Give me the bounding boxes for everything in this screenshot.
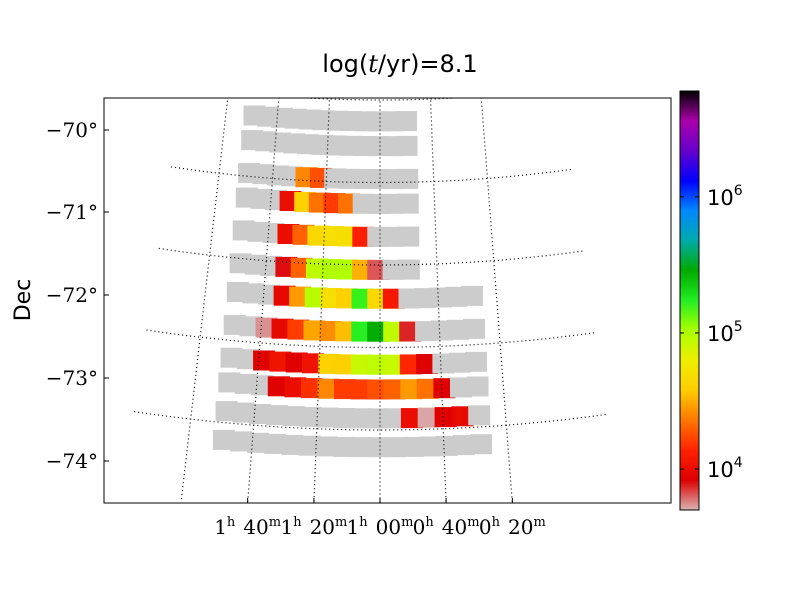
cell — [434, 407, 457, 428]
x-tick-label: 1h 20m — [280, 515, 347, 539]
cell-no-data — [316, 407, 339, 428]
cell-no-data — [395, 111, 417, 132]
cell-no-data — [298, 435, 321, 456]
chart-title: log(t/yr)=8.1 — [322, 50, 477, 78]
cell-no-data — [234, 373, 257, 394]
cell-no-data — [396, 193, 419, 214]
colorbar-tick-label: 105 — [707, 319, 743, 346]
y-tick-label: −72° — [46, 283, 98, 307]
cell — [417, 407, 440, 428]
y-tick-label: −71° — [46, 200, 98, 224]
cell-no-data — [470, 434, 492, 455]
cell-no-data — [232, 402, 255, 423]
cell-no-data — [282, 406, 305, 427]
cell-no-data — [281, 434, 304, 455]
cell-no-data — [299, 406, 322, 427]
cell-no-data — [367, 437, 390, 458]
x-tick-label: 0h 20m — [479, 515, 546, 539]
cell-no-data — [435, 435, 458, 456]
cell-no-data — [332, 436, 355, 457]
cell-no-data — [468, 405, 491, 426]
colorbar-tick-label: 106 — [707, 183, 743, 210]
cell-no-data — [397, 226, 420, 247]
cell-no-data — [264, 433, 287, 454]
plot-frame — [103, 97, 672, 504]
colorbar: 104 105 106 — [679, 90, 743, 511]
cell-no-data — [212, 429, 235, 450]
x-tick-layer: 1h 40m 1h 20m 1h 00m 0h 40m 0h 20m — [214, 498, 546, 539]
colorbar-tick-layer: 104 105 106 — [680, 183, 743, 482]
cell-no-data — [397, 259, 420, 280]
cell — [433, 378, 456, 399]
cell-no-data — [452, 435, 475, 456]
ra-grid-line — [180, 98, 229, 502]
cell-no-data — [395, 135, 418, 156]
cell-no-data — [465, 351, 487, 372]
y-tick-label: −74° — [46, 449, 98, 473]
cell — [334, 379, 356, 400]
ra-grid-line — [429, 98, 447, 503]
cell — [300, 378, 323, 399]
cell-no-data — [401, 436, 424, 457]
title-suffix: /yr)=8.1 — [378, 50, 478, 78]
colorbar-gradient — [679, 90, 700, 511]
ra-grid-line — [480, 98, 513, 503]
cell — [416, 378, 439, 399]
y-tick-layer: −70° −71° −72° −73° −74° — [46, 118, 109, 473]
dec-grid-line — [171, 166, 573, 184]
cell — [267, 376, 290, 397]
title-variable: t — [368, 50, 378, 78]
cell-no-data — [215, 401, 238, 422]
cell-no-data — [461, 285, 483, 306]
cell — [350, 379, 373, 400]
x-tick-label: 1h 00m — [347, 515, 414, 539]
cell-no-data — [350, 408, 373, 429]
cell-no-data — [367, 408, 390, 429]
cell-no-data — [315, 436, 338, 457]
y-axis-label: Dec — [11, 279, 36, 322]
y-tick-label: −70° — [46, 118, 98, 142]
title-prefix: log( — [322, 50, 368, 78]
plot-area — [103, 97, 672, 504]
ra-grid-line — [313, 98, 331, 503]
colorbar-tick-label: 104 — [707, 455, 743, 482]
cell — [451, 406, 474, 427]
cell-no-data — [333, 408, 356, 428]
cell-no-data — [463, 318, 485, 339]
x-tick-label: 1h 40m — [214, 515, 281, 539]
cell-no-data — [396, 168, 419, 189]
grid-layer — [134, 98, 608, 503]
cell — [383, 379, 406, 400]
cell-no-data — [266, 405, 288, 426]
cell-layer — [212, 105, 492, 458]
ra-grid-line — [247, 98, 280, 503]
y-tick-label: −73° — [46, 366, 98, 390]
cell — [400, 408, 423, 429]
cell-no-data — [418, 436, 441, 457]
x-tick-label: 0h 40m — [413, 515, 480, 539]
cell-no-data — [384, 437, 407, 458]
cell-no-data — [230, 431, 252, 452]
cell-no-data — [466, 376, 489, 397]
cell-no-data — [384, 408, 406, 429]
cell-no-data — [349, 437, 372, 458]
cell-no-data — [247, 432, 270, 453]
